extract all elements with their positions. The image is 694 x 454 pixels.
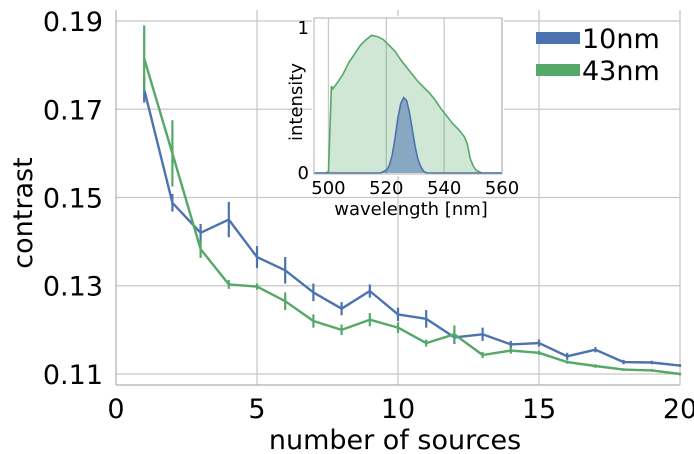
main-y-tick-label: 0.17	[43, 95, 103, 126]
main-y-tick-label: 0.15	[43, 184, 103, 215]
legend: 10nm 43nm	[536, 24, 660, 87]
inset-x-tick-label: 520	[369, 178, 403, 199]
inset-x-axis-label: wavelength [nm]	[334, 199, 488, 220]
legend-label-43nm: 43nm	[582, 56, 660, 87]
inset-x-tick-label: 540	[427, 178, 461, 199]
main-y-ticks: 0.11 0.13 0.15 0.17 0.19	[43, 7, 103, 391]
inset-y-tick-label: 1	[298, 18, 309, 39]
main-x-tick-label: 10	[381, 394, 415, 425]
main-x-tick-label: 5	[248, 394, 265, 425]
main-y-axis-label: contrast	[8, 157, 39, 268]
inset-x-tick-label: 500	[311, 178, 345, 199]
inset-y-tick-label: 0	[298, 163, 309, 184]
legend-label-10nm: 10nm	[582, 24, 660, 55]
main-x-tick-label: 0	[107, 394, 124, 425]
legend-swatch-43nm	[536, 64, 580, 76]
main-y-tick-label: 0.19	[43, 7, 103, 38]
inset-y-ticks: 01	[298, 18, 309, 184]
main-x-tick-label: 15	[522, 394, 556, 425]
series-line-43nm	[143, 58, 681, 376]
inset-area-10nm	[314, 97, 502, 173]
main-y-tick-label: 0.11	[43, 360, 103, 391]
inset-line-43nm	[314, 34, 502, 174]
inset-x-ticks: 500 520 540 560	[311, 178, 519, 199]
main-x-ticks: 0 5 10 15 20	[107, 394, 694, 425]
inset-x-tick-label: 560	[485, 178, 519, 199]
inset-plot: 500 520 540 560 01 wavelength [nm] intensit…	[286, 16, 519, 220]
series-line-10nm	[143, 89, 681, 367]
inset-frame	[313, 17, 503, 175]
inset-y-axis-label: intensity	[286, 63, 307, 141]
inset-line-10nm	[314, 96, 502, 174]
main-x-tick-label: 20	[663, 394, 694, 425]
inset-series	[314, 34, 502, 174]
main-plot: 0 5 10 15 20 0.110.130.150.170.19 number of …	[8, 7, 694, 454]
main-x-axis-label: number of sources	[269, 425, 521, 454]
main-series	[143, 25, 682, 376]
legend-swatch-10nm	[536, 32, 580, 44]
main-y-tick-label: 0.13	[43, 272, 103, 303]
